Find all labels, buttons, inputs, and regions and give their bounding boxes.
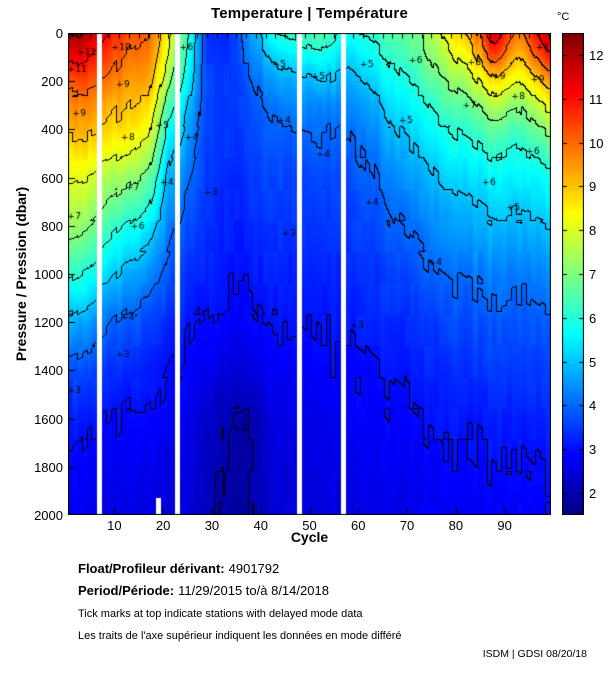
y-tick-label: 1400 (34, 363, 63, 379)
float-id-line: Float/Profileur dérivant: 4901792 (78, 561, 279, 576)
temperature-heatmap (68, 33, 551, 515)
agency-credit: ISDM | GDSI 08/20/18 (482, 648, 587, 660)
x-tick-label: 70 (399, 518, 415, 533)
colorbar-tick-label: 12 (589, 47, 604, 63)
x-tick-label: 80 (448, 518, 464, 533)
colorbar-tick-label: 3 (589, 442, 597, 458)
colorbar-tick-label: 4 (589, 398, 597, 414)
page-title: Temperature | Température (210, 5, 409, 22)
colorbar-unit-label: °C (557, 11, 570, 23)
y-tick-label: 400 (41, 122, 63, 138)
float-id-value: 4901792 (228, 561, 280, 576)
colorbar-tick-label: 9 (589, 179, 597, 195)
y-tick-label: 1800 (34, 459, 63, 475)
colorbar-tick-label: 7 (589, 267, 597, 282)
delayed-mode-note-fr: Les traits de l'axe supérieur indiquent … (78, 630, 402, 642)
y-tick-label: 600 (41, 170, 63, 186)
colorbar-tick-label: 6 (589, 310, 597, 326)
x-tick-label: 40 (253, 518, 268, 533)
colorbar-tick-label: 10 (589, 135, 604, 151)
period-line: Period/Période: 11/29/2015 to/à 8/14/2018 (78, 583, 329, 598)
x-tick-label: 20 (155, 518, 171, 533)
x-tick-label: 50 (302, 518, 317, 533)
colorbar-tick-label: 11 (589, 91, 603, 107)
colorbar (562, 33, 584, 515)
y-tick-label: 1600 (34, 411, 63, 427)
x-axis-label: Cycle (290, 529, 329, 545)
y-tick-label: 800 (41, 218, 63, 234)
y-tick-label: 0 (55, 26, 63, 41)
colorbar-tick-label: 2 (589, 486, 597, 502)
y-tick-label: 2000 (34, 508, 63, 523)
x-tick-label: 60 (351, 518, 366, 533)
float-id-label: Float/Profileur dérivant: (78, 561, 225, 576)
y-tick-label: 200 (41, 74, 63, 90)
colorbar-tick-label: 8 (589, 223, 597, 239)
delayed-mode-note-en: Tick marks at top indicate stations with… (78, 608, 363, 620)
period-value: 11/29/2015 to/à 8/14/2018 (178, 583, 329, 598)
period-label: Period/Période: (78, 583, 175, 598)
x-tick-label: 10 (107, 518, 122, 533)
x-tick-label: 90 (497, 518, 512, 533)
y-tick-label: 1000 (34, 267, 63, 282)
x-tick-label: 30 (204, 518, 220, 533)
y-tick-label: 1200 (34, 315, 63, 331)
colorbar-tick-label: 5 (589, 354, 597, 370)
